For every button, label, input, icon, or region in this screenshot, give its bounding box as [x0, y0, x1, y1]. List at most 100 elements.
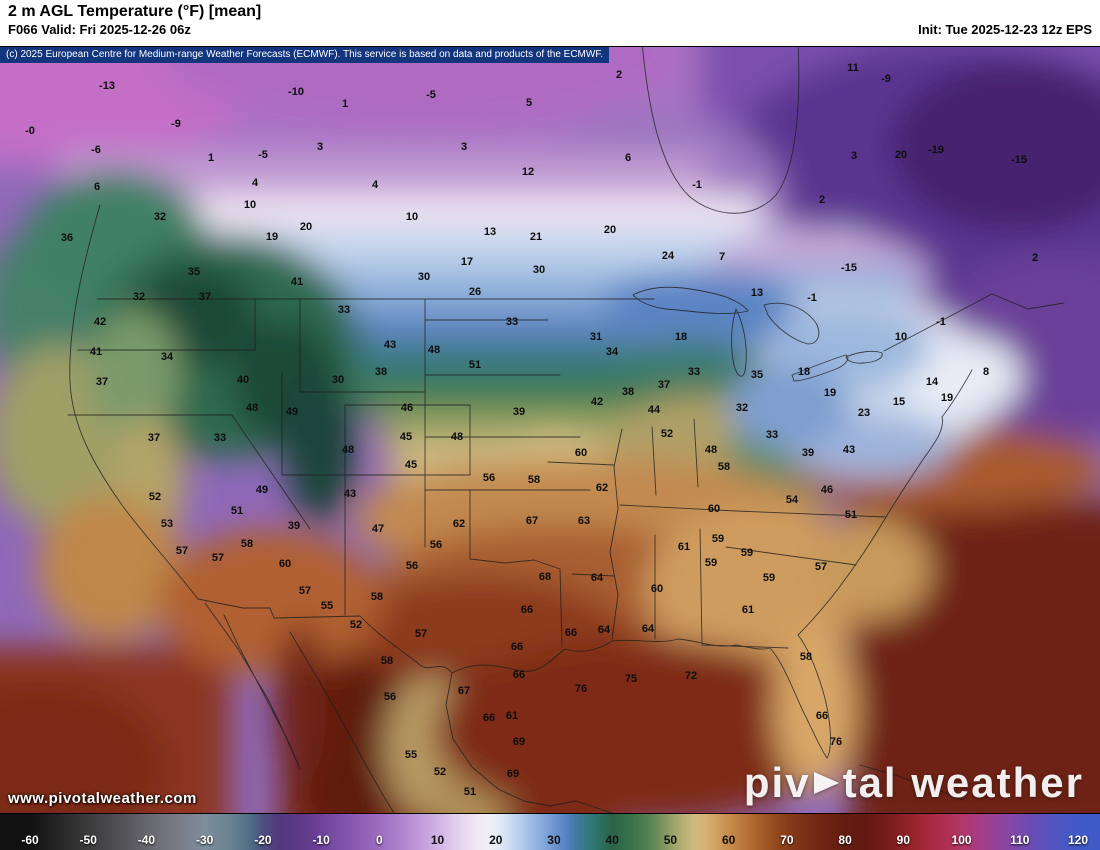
temp-value-label: 2	[1031, 252, 1039, 264]
temp-value-label: 52	[660, 428, 674, 440]
temp-value-label: 62	[595, 482, 609, 494]
temp-value-label: 76	[829, 736, 843, 748]
temp-value-label: 37	[198, 291, 212, 303]
lake-ontario	[845, 350, 883, 364]
temp-value-label: 23	[857, 407, 871, 419]
temperature-field-svg	[0, 47, 1100, 813]
temp-value-label: 61	[505, 710, 519, 722]
colorbar-tick-label: 110	[1010, 833, 1030, 847]
temp-value-label: -0	[25, 125, 35, 137]
st-lawrence-river	[883, 293, 993, 352]
colorbar-tick-label: -60	[21, 833, 39, 847]
temp-value-label: 21	[529, 231, 543, 243]
temp-value-label: 8	[982, 366, 990, 378]
lake-michigan	[731, 308, 747, 377]
plains-state-borders	[424, 298, 591, 648]
temp-value-label: 19	[940, 392, 954, 404]
temp-value-label: -5	[258, 149, 268, 161]
temp-value-label: 41	[89, 346, 103, 358]
geography-borders	[67, 47, 1065, 813]
colorbar-tick-label: 40	[605, 833, 619, 847]
temp-value-label: -15	[841, 262, 857, 274]
temp-value-label: 57	[211, 552, 225, 564]
temp-value-label: 51	[463, 786, 477, 798]
temp-value-label: 69	[512, 736, 526, 748]
temp-value-label: 19	[823, 387, 837, 399]
temp-value-label: 66	[512, 669, 526, 681]
temp-value-label: 49	[255, 484, 269, 496]
temp-value-label: 57	[414, 628, 428, 640]
lake-erie	[791, 354, 849, 382]
temp-value-label: 61	[677, 541, 691, 553]
temp-value-label: 20	[603, 224, 617, 236]
page-title: 2 m AGL Temperature (°F) [mean]	[8, 3, 262, 20]
temp-value-label: 53	[160, 518, 174, 530]
temp-value-label: 30	[331, 374, 345, 386]
temp-value-label: 48	[427, 344, 441, 356]
temp-value-label: 59	[740, 547, 754, 559]
temp-value-label: -6	[91, 144, 101, 156]
colorbar-tick-label: 70	[780, 833, 794, 847]
temp-value-label: 56	[383, 691, 397, 703]
temp-value-label: 3	[850, 150, 858, 162]
temp-value-label: 32	[735, 402, 749, 414]
temp-value-label: -13	[99, 80, 115, 92]
watermark-brand: piv tal weather	[744, 759, 1084, 807]
temp-value-label: 33	[505, 316, 519, 328]
temp-value-label: 59	[762, 572, 776, 584]
temp-value-label: 18	[797, 366, 811, 378]
temp-value-label: 13	[483, 226, 497, 238]
temp-value-label: 58	[717, 461, 731, 473]
temp-value-label: 10	[894, 331, 908, 343]
temp-value-label: 7	[718, 251, 726, 263]
temp-value-label: 18	[674, 331, 688, 343]
southern-state-borders	[547, 428, 789, 649]
temp-value-label: 39	[512, 406, 526, 418]
mexico-coastlines	[204, 602, 613, 813]
temperature-map: (c) 2025 European Centre for Medium-rang…	[0, 47, 1100, 813]
temp-value-label: 1	[341, 98, 349, 110]
temp-value-label: 67	[457, 685, 471, 697]
temp-value-label: 33	[213, 432, 227, 444]
temp-value-label: 60	[278, 558, 292, 570]
temp-value-label: 72	[684, 670, 698, 682]
temp-value-label: 66	[482, 712, 496, 724]
colorbar-ticks: -60 -50 -40 -30 -20 -10 0 10 20 30 40 50 60 70 80 90 100…	[0, 814, 1100, 850]
temp-value-label: 43	[343, 488, 357, 500]
valid-time-text: F066 Valid: Fri 2025-12-26 06z	[8, 22, 191, 37]
temp-value-label: -9	[171, 118, 181, 130]
temp-value-label: 56	[429, 539, 443, 551]
temp-value-label: 58	[527, 474, 541, 486]
temp-value-label: 39	[287, 520, 301, 532]
temp-value-label: 4	[251, 177, 259, 189]
western-state-borders	[67, 298, 471, 616]
colorbar-tick-label: 50	[663, 833, 678, 847]
map-labels-layer: -13 -10 1 -5 5 2 11 -9 -0 -6 -9 1 -5 3 3 12 6 -1 3 20 -19 -15…	[0, 47, 1100, 813]
colorbar-tick-label: -10	[312, 833, 330, 847]
temp-value-label: 52	[433, 766, 447, 778]
temp-value-label: 57	[175, 545, 189, 557]
temp-value-label: 19	[265, 231, 279, 243]
colorbar-tick-label: 0	[375, 833, 383, 847]
temp-value-label: 24	[661, 250, 675, 262]
temp-value-label: 49	[285, 406, 299, 418]
temp-value-label: 42	[93, 316, 107, 328]
temp-value-label: 48	[704, 444, 718, 456]
temp-value-label: 38	[621, 386, 635, 398]
temp-value-label: 62	[452, 518, 466, 530]
temp-value-label: 35	[187, 266, 201, 278]
temp-value-label: 2	[818, 194, 826, 206]
temp-value-label: -1	[936, 316, 946, 328]
temp-value-label: 20	[299, 221, 313, 233]
temp-value-label: 36	[60, 232, 74, 244]
temp-value-label: 37	[657, 379, 671, 391]
temp-value-label: 61	[741, 604, 755, 616]
temp-value-label: 47	[371, 523, 385, 535]
temp-value-label: -1	[692, 179, 702, 191]
temp-value-label: 51	[230, 505, 244, 517]
temp-value-label: 64	[597, 624, 611, 636]
temp-value-label: 58	[370, 591, 384, 603]
temp-value-label: 20	[894, 149, 908, 161]
temp-value-label: 58	[799, 651, 813, 663]
temp-value-label: 59	[704, 557, 718, 569]
